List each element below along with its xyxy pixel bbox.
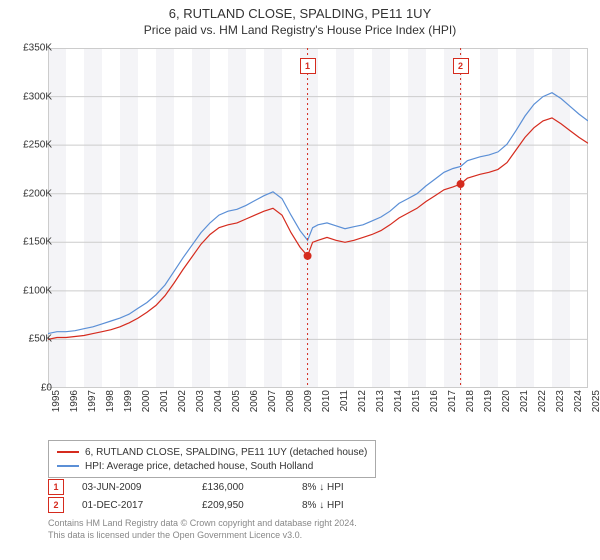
y-tick-label: £300K: [8, 91, 52, 102]
x-tick-label: 2017: [447, 390, 458, 412]
x-tick-label: 2014: [393, 390, 404, 412]
sales-table: 1 03-JUN-2009£136,0008% ↓ HPI 2 01-DEC-2017…: [48, 478, 402, 514]
x-tick-label: 1999: [123, 390, 134, 412]
legend-item: 6, RUTLAND CLOSE, SPALDING, PE11 1UY (de…: [57, 445, 367, 459]
y-tick-label: £100K: [8, 285, 52, 296]
legend-item: HPI: Average price, detached house, Sout…: [57, 459, 367, 473]
sale-index-box: 1: [48, 479, 64, 495]
x-tick-label: 2003: [195, 390, 206, 412]
legend-label: 6, RUTLAND CLOSE, SPALDING, PE11 1UY (de…: [85, 447, 367, 458]
x-tick-label: 1998: [105, 390, 116, 412]
y-tick-label: £200K: [8, 188, 52, 199]
x-tick-label: 2002: [177, 390, 188, 412]
x-tick-label: 1996: [69, 390, 80, 412]
x-tick-label: 2019: [483, 390, 494, 412]
footer: Contains HM Land Registry data © Crown c…: [48, 518, 357, 541]
titles: 6, RUTLAND CLOSE, SPALDING, PE11 1UY Pri…: [0, 0, 600, 37]
x-tick-label: 2004: [213, 390, 224, 412]
x-tick-label: 2020: [501, 390, 512, 412]
footer-line1: Contains HM Land Registry data © Crown c…: [48, 518, 357, 530]
sale-date: 01-DEC-2017: [82, 500, 202, 511]
y-tick-label: £50K: [8, 334, 52, 345]
x-tick-label: 2005: [231, 390, 242, 412]
title-address: 6, RUTLAND CLOSE, SPALDING, PE11 1UY: [0, 6, 600, 21]
x-tick-label: 2007: [267, 390, 278, 412]
sale-delta: 8% ↓ HPI: [302, 482, 402, 493]
x-tick-label: 2012: [357, 390, 368, 412]
x-tick-label: 2023: [555, 390, 566, 412]
title-subtitle: Price paid vs. HM Land Registry's House …: [0, 23, 600, 37]
x-tick-label: 2025: [591, 390, 600, 412]
y-tick-label: £150K: [8, 237, 52, 248]
x-tick-label: 2008: [285, 390, 296, 412]
x-tick-label: 1995: [51, 390, 62, 412]
chart-svg: [48, 48, 588, 388]
chart-area: [48, 48, 588, 388]
y-tick-label: £350K: [8, 43, 52, 54]
sale-date: 03-JUN-2009: [82, 482, 202, 493]
x-tick-label: 2000: [141, 390, 152, 412]
x-tick-label: 2006: [249, 390, 260, 412]
legend-swatch: [57, 451, 79, 453]
x-tick-label: 2011: [339, 390, 350, 412]
chart-container: 6, RUTLAND CLOSE, SPALDING, PE11 1UY Pri…: [0, 0, 600, 560]
sale-index-box: 2: [48, 497, 64, 513]
marker-flag-2: 2: [453, 58, 469, 74]
x-tick-label: 2009: [303, 390, 314, 412]
x-tick-label: 2018: [465, 390, 476, 412]
x-tick-label: 2016: [429, 390, 440, 412]
x-tick-label: 2010: [321, 390, 332, 412]
y-tick-label: £0: [8, 383, 52, 394]
x-tick-label: 2024: [573, 390, 584, 412]
x-tick-label: 2001: [159, 390, 170, 412]
footer-line2: This data is licensed under the Open Gov…: [48, 530, 357, 542]
sale-price: £136,000: [202, 482, 302, 493]
x-tick-label: 1997: [87, 390, 98, 412]
x-tick-label: 2022: [537, 390, 548, 412]
sale-delta: 8% ↓ HPI: [302, 500, 402, 511]
sale-row: 2 01-DEC-2017£209,9508% ↓ HPI: [48, 496, 402, 514]
x-tick-label: 2015: [411, 390, 422, 412]
legend-label: HPI: Average price, detached house, Sout…: [85, 461, 313, 472]
legend-swatch: [57, 465, 79, 467]
sale-row: 1 03-JUN-2009£136,0008% ↓ HPI: [48, 478, 402, 496]
marker-flag-1: 1: [300, 58, 316, 74]
legend: 6, RUTLAND CLOSE, SPALDING, PE11 1UY (de…: [48, 440, 376, 478]
x-tick-label: 2021: [519, 390, 530, 412]
x-tick-label: 2013: [375, 390, 386, 412]
sale-price: £209,950: [202, 500, 302, 511]
y-tick-label: £250K: [8, 140, 52, 151]
